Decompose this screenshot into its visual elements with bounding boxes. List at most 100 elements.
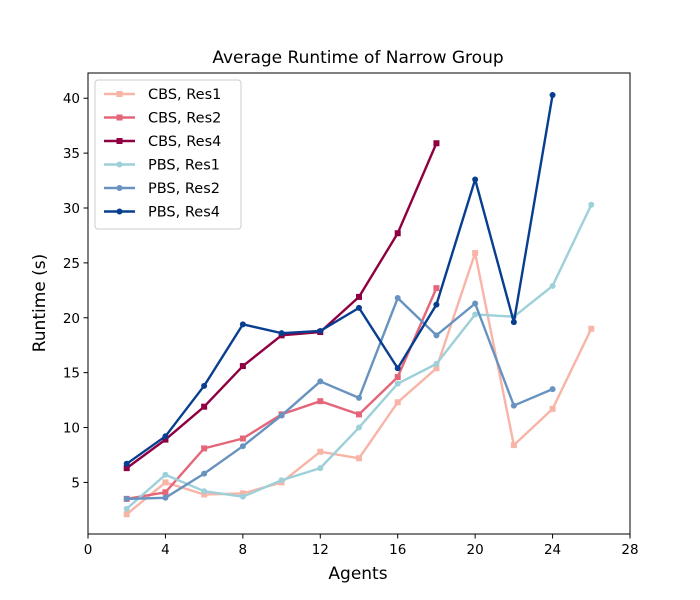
legend-marker — [116, 208, 123, 215]
legend-label: CBS, Res2 — [148, 111, 221, 127]
data-point — [239, 435, 246, 442]
data-point — [356, 411, 362, 418]
data-point — [588, 325, 595, 332]
data-point — [433, 285, 440, 292]
legend-marker — [116, 114, 123, 121]
legend: CBS, Res1 CBS, Res2 CBS, Res4 PBS, Res1 PBS,… — [94, 79, 242, 230]
legend-item: PBS, Res1 — [104, 158, 220, 174]
series-line — [125, 93, 554, 465]
data-point — [123, 465, 130, 472]
data-point — [162, 479, 169, 486]
data-point — [239, 490, 246, 497]
legend-marker — [116, 91, 123, 97]
y-tick-label: 25 — [63, 256, 80, 272]
series-line — [125, 251, 593, 516]
data-point — [549, 91, 556, 98]
legend-item: CBS, Res2 — [104, 111, 221, 127]
series-pbs-res4 — [123, 91, 556, 467]
data-point — [201, 382, 208, 389]
x-tick-label: 8 — [239, 542, 248, 558]
legend-label: CBS, Res4 — [148, 134, 221, 150]
data-point — [201, 445, 208, 452]
legend-marker — [116, 161, 123, 168]
data-point — [510, 442, 517, 449]
data-point — [317, 378, 324, 385]
series-cbs-res2 — [123, 285, 440, 502]
legend-item: PBS, Res4 — [104, 205, 220, 221]
data-point — [123, 495, 130, 502]
data-point — [433, 140, 440, 147]
data-point — [201, 403, 208, 410]
data-point — [356, 424, 362, 431]
legend-item: PBS, Res2 — [104, 181, 220, 197]
legend-label: PBS, Res4 — [148, 205, 220, 221]
data-point — [549, 386, 556, 393]
data-point — [239, 363, 246, 370]
data-point — [394, 380, 401, 387]
legend-label: PBS, Res2 — [148, 181, 220, 197]
data-point — [356, 455, 362, 462]
legend-label: CBS, Res1 — [148, 87, 221, 103]
y-tick-label: 40 — [63, 91, 80, 107]
series-pbs-res1 — [123, 201, 595, 512]
series-pbs-res2 — [123, 295, 556, 502]
data-point — [549, 405, 556, 412]
legend-marker — [116, 185, 123, 191]
data-point — [472, 176, 479, 183]
data-point — [162, 436, 169, 443]
y-tick-label: 35 — [63, 146, 80, 162]
data-point — [356, 394, 362, 401]
y-tick-label: 20 — [63, 311, 80, 327]
data-point — [394, 374, 401, 381]
data-point — [162, 489, 169, 496]
y-tick-label: 30 — [63, 201, 80, 217]
data-point — [549, 282, 556, 289]
data-point — [317, 448, 324, 455]
data-point — [433, 360, 440, 367]
plot-area: 0 4 8 12 16 20 24 28 5 10 15 20 25 30 35 40 — [63, 72, 639, 558]
x-tick-label: 28 — [621, 542, 638, 558]
data-point — [510, 402, 517, 409]
data-point — [162, 494, 169, 501]
x-tick-label: 12 — [312, 542, 329, 558]
data-point — [317, 327, 324, 334]
data-point — [123, 505, 130, 512]
data-point — [201, 470, 208, 477]
series-line — [125, 203, 593, 510]
series-line — [125, 296, 554, 501]
x-tick-label: 20 — [467, 542, 484, 558]
data-point — [239, 443, 246, 450]
series-cbs-res1 — [123, 250, 595, 518]
x-axis-title: Agents — [328, 564, 387, 584]
data-point — [394, 230, 401, 237]
legend-label: PBS, Res1 — [148, 158, 220, 174]
data-point — [239, 493, 246, 500]
data-point — [123, 511, 130, 518]
data-point — [239, 321, 246, 328]
x-tick-label: 16 — [389, 542, 406, 558]
legend-item: CBS, Res1 — [104, 87, 221, 103]
data-point — [162, 471, 169, 478]
y-axis-title: Runtime (s) — [30, 254, 50, 353]
data-point — [356, 304, 362, 311]
data-point — [433, 365, 440, 372]
data-point — [472, 300, 479, 307]
data-point — [394, 295, 401, 302]
data-point — [433, 332, 440, 339]
legend-item: CBS, Res4 — [104, 134, 221, 150]
plot-frame — [87, 72, 631, 535]
data-point — [278, 330, 285, 337]
y-tick-label: 5 — [71, 475, 80, 491]
data-point — [317, 398, 324, 405]
data-point — [394, 365, 401, 372]
legend-marker — [116, 138, 123, 144]
data-point — [394, 399, 401, 406]
data-point — [510, 319, 517, 326]
data-point — [201, 488, 208, 495]
data-point — [472, 250, 479, 257]
data-point — [201, 491, 208, 498]
data-point — [356, 293, 362, 300]
chart-title: Average Runtime of Narrow Group — [212, 48, 503, 68]
y-tick-label: 15 — [63, 366, 80, 382]
